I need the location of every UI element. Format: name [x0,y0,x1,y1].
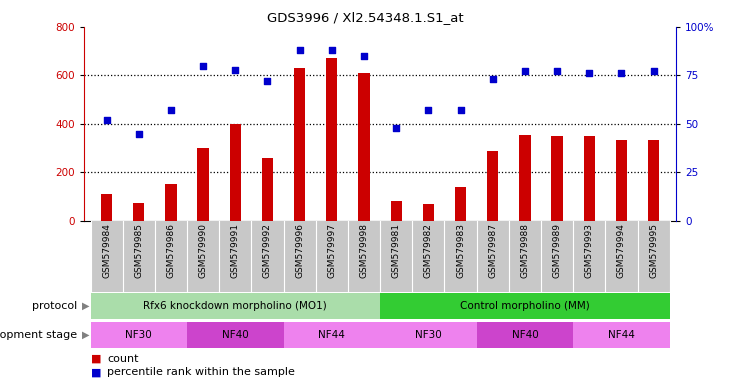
Text: NF30: NF30 [126,330,152,340]
Bar [380,221,412,292]
Point [197,63,209,69]
Bar [637,221,670,292]
Bar [251,221,284,292]
Bar [477,322,573,348]
Text: GSM579984: GSM579984 [102,223,111,278]
Bar [262,158,273,221]
Point [358,53,370,59]
Bar [380,322,477,348]
Text: GSM579981: GSM579981 [392,223,401,278]
Bar [423,204,434,221]
Bar [326,58,338,221]
Point [326,47,338,53]
Text: count: count [107,354,139,364]
Bar [605,221,637,292]
Text: GSM579988: GSM579988 [520,223,529,278]
Bar [541,221,573,292]
Bar [509,221,541,292]
Bar [123,221,155,292]
Point [230,66,241,73]
Text: GSM579987: GSM579987 [488,223,497,278]
Text: GSM579985: GSM579985 [135,223,143,278]
Bar [133,203,145,221]
Bar [412,221,444,292]
Text: protocol: protocol [31,301,80,311]
Bar [187,221,219,292]
Bar [219,221,251,292]
Bar [477,221,509,292]
Bar [230,124,241,221]
Bar [551,136,563,221]
Text: GSM579993: GSM579993 [585,223,594,278]
Point [487,76,499,82]
Text: GDS3996 / Xl2.54348.1.S1_at: GDS3996 / Xl2.54348.1.S1_at [268,12,463,25]
Point [551,68,563,74]
Text: development stage: development stage [0,330,80,340]
Bar [583,136,595,221]
Bar [444,221,477,292]
Point [423,107,434,113]
Text: GSM579991: GSM579991 [231,223,240,278]
Text: GSM579992: GSM579992 [263,223,272,278]
Bar [487,151,499,221]
Bar [294,68,306,221]
Bar [380,293,670,319]
Text: GSM579998: GSM579998 [360,223,368,278]
Text: Control morpholino (MM): Control morpholino (MM) [460,301,590,311]
Text: Rfx6 knockdown morpholino (MO1): Rfx6 knockdown morpholino (MO1) [143,301,327,311]
Point [616,70,627,76]
Text: NF40: NF40 [512,330,538,340]
Point [165,107,177,113]
Text: NF44: NF44 [608,330,635,340]
Bar [358,73,370,221]
Bar [316,221,348,292]
Bar [573,221,605,292]
Point [262,78,273,84]
Text: ▶: ▶ [82,330,89,340]
Bar [284,322,380,348]
Bar [648,140,659,221]
Bar [155,221,187,292]
Bar [616,140,627,221]
Bar [390,202,402,221]
Bar [91,293,380,319]
Bar [455,187,466,221]
Text: NF30: NF30 [415,330,442,340]
Bar [101,194,113,221]
Point [583,70,595,76]
Point [519,68,531,74]
Point [455,107,466,113]
Text: GSM579995: GSM579995 [649,223,658,278]
Bar [348,221,380,292]
Text: GSM579982: GSM579982 [424,223,433,278]
Bar [197,148,209,221]
Text: ■: ■ [91,354,105,364]
Point [133,131,145,137]
Point [101,117,113,123]
Bar [573,322,670,348]
Text: NF44: NF44 [319,330,345,340]
Bar [284,221,316,292]
Bar [519,135,531,221]
Text: GSM579983: GSM579983 [456,223,465,278]
Text: GSM579997: GSM579997 [327,223,336,278]
Bar [187,322,284,348]
Bar [91,322,187,348]
Point [648,68,659,74]
Point [390,125,402,131]
Text: GSM579986: GSM579986 [167,223,175,278]
Bar [165,184,177,221]
Bar [91,221,123,292]
Text: ▶: ▶ [82,301,89,311]
Text: NF40: NF40 [222,330,249,340]
Text: GSM579996: GSM579996 [295,223,304,278]
Point [294,47,306,53]
Text: GSM579989: GSM579989 [553,223,561,278]
Text: percentile rank within the sample: percentile rank within the sample [107,367,295,377]
Text: ■: ■ [91,367,105,377]
Text: GSM579990: GSM579990 [199,223,208,278]
Text: GSM579994: GSM579994 [617,223,626,278]
